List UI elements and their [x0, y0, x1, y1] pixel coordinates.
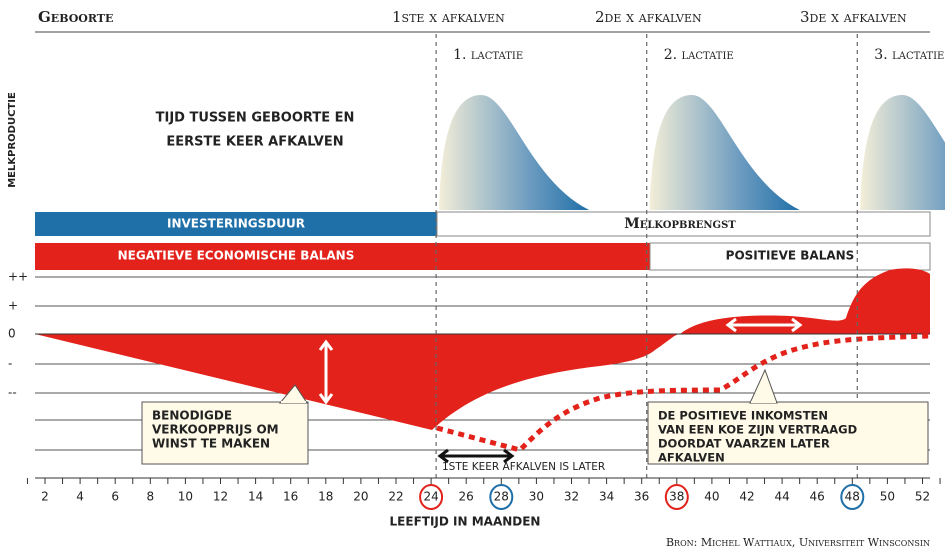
- lactation-label: 2. lactatie: [664, 47, 734, 63]
- callout-text: DE POSITIEVE INKOMSTEN: [658, 409, 828, 423]
- callout-text: VAN EEN KOE ZIJN VERTRAAGD: [658, 423, 857, 437]
- x-tick-label: 30: [529, 490, 544, 504]
- x-tick-label: 40: [704, 490, 719, 504]
- x-title: LEEFTIJD IN MAANDEN: [390, 515, 541, 529]
- x-tick-label: 34: [599, 490, 614, 504]
- calving-label: 2de x afkalven: [595, 8, 702, 26]
- x-tick-label: 14: [248, 490, 263, 504]
- level-label: +: [8, 299, 18, 313]
- x-tick-label: 50: [880, 490, 895, 504]
- x-tick-label: 28: [494, 490, 509, 504]
- lactation-curve: [860, 95, 945, 210]
- callout-text: BENODIGDE: [152, 409, 232, 423]
- level-label: -: [8, 357, 12, 371]
- lactation-curve: [650, 95, 800, 210]
- x-tick-label: 36: [634, 490, 649, 504]
- infographic: Geboorte 1ste x afkalven 2de x afkalven …: [0, 0, 945, 551]
- x-tick-label: 46: [810, 490, 825, 504]
- x-tick-label: 26: [459, 490, 474, 504]
- source: Bron: Michel Wattiaux, Universiteit Wins…: [666, 536, 930, 549]
- intro-text: EERSTE KEER AFKALVEN: [166, 135, 343, 150]
- x-tick-label: 20: [353, 490, 368, 504]
- birth-label: Geboorte: [38, 8, 113, 26]
- x-tick-label: 2: [41, 490, 49, 504]
- x-tick-label: 44: [774, 490, 789, 504]
- x-tick-label: 52: [915, 490, 930, 504]
- later-label: 1STE KEER AFKALVEN IS LATER: [442, 461, 605, 473]
- callout-text: WINST TE MAKEN: [152, 437, 270, 451]
- lactation-label: 1. lactatie: [453, 47, 523, 63]
- callout-text: VERKOOPPRIJS OM: [152, 423, 279, 437]
- callout-pointer: [750, 370, 777, 403]
- callout-text: AFKALVEN: [658, 451, 725, 465]
- bar-label: Melkopbrengst: [624, 216, 736, 232]
- x-tick-label: 32: [564, 490, 579, 504]
- x-tick-label: 22: [388, 490, 403, 504]
- y-title: MELKPRODUCTIE: [7, 92, 18, 188]
- level-label: 0: [8, 327, 16, 341]
- level-label: --: [8, 386, 17, 400]
- calving-label: 3de x afkalven: [800, 8, 907, 26]
- bar-label: NEGATIEVE ECONOMISCHE BALANS: [118, 249, 355, 263]
- x-tick-label: 48: [845, 490, 860, 504]
- x-tick-label: 38: [669, 490, 684, 504]
- x-tick-label: 10: [178, 490, 193, 504]
- level-label: ++: [8, 270, 28, 284]
- lactation-label: 3. lactatie: [874, 47, 944, 63]
- x-tick-label: 42: [739, 490, 754, 504]
- bar-label: POSITIEVE BALANS: [726, 249, 855, 263]
- x-tick-label: 16: [283, 490, 298, 504]
- x-tick-label: 12: [213, 490, 228, 504]
- x-tick-label: 24: [423, 490, 438, 504]
- bar-label: INVESTERINGSDUUR: [167, 217, 305, 231]
- x-tick-label: 4: [76, 490, 84, 504]
- callout-text: DOORDAT VAARZEN LATER: [658, 437, 830, 451]
- calving-label: 1ste x afkalven: [392, 8, 505, 26]
- intro-text: TIJD TUSSEN GEBOORTE EN: [156, 111, 355, 126]
- lactation-curve: [439, 95, 589, 210]
- x-tick-label: 8: [146, 490, 154, 504]
- x-tick-label: 6: [111, 490, 119, 504]
- x-tick-label: 18: [318, 490, 333, 504]
